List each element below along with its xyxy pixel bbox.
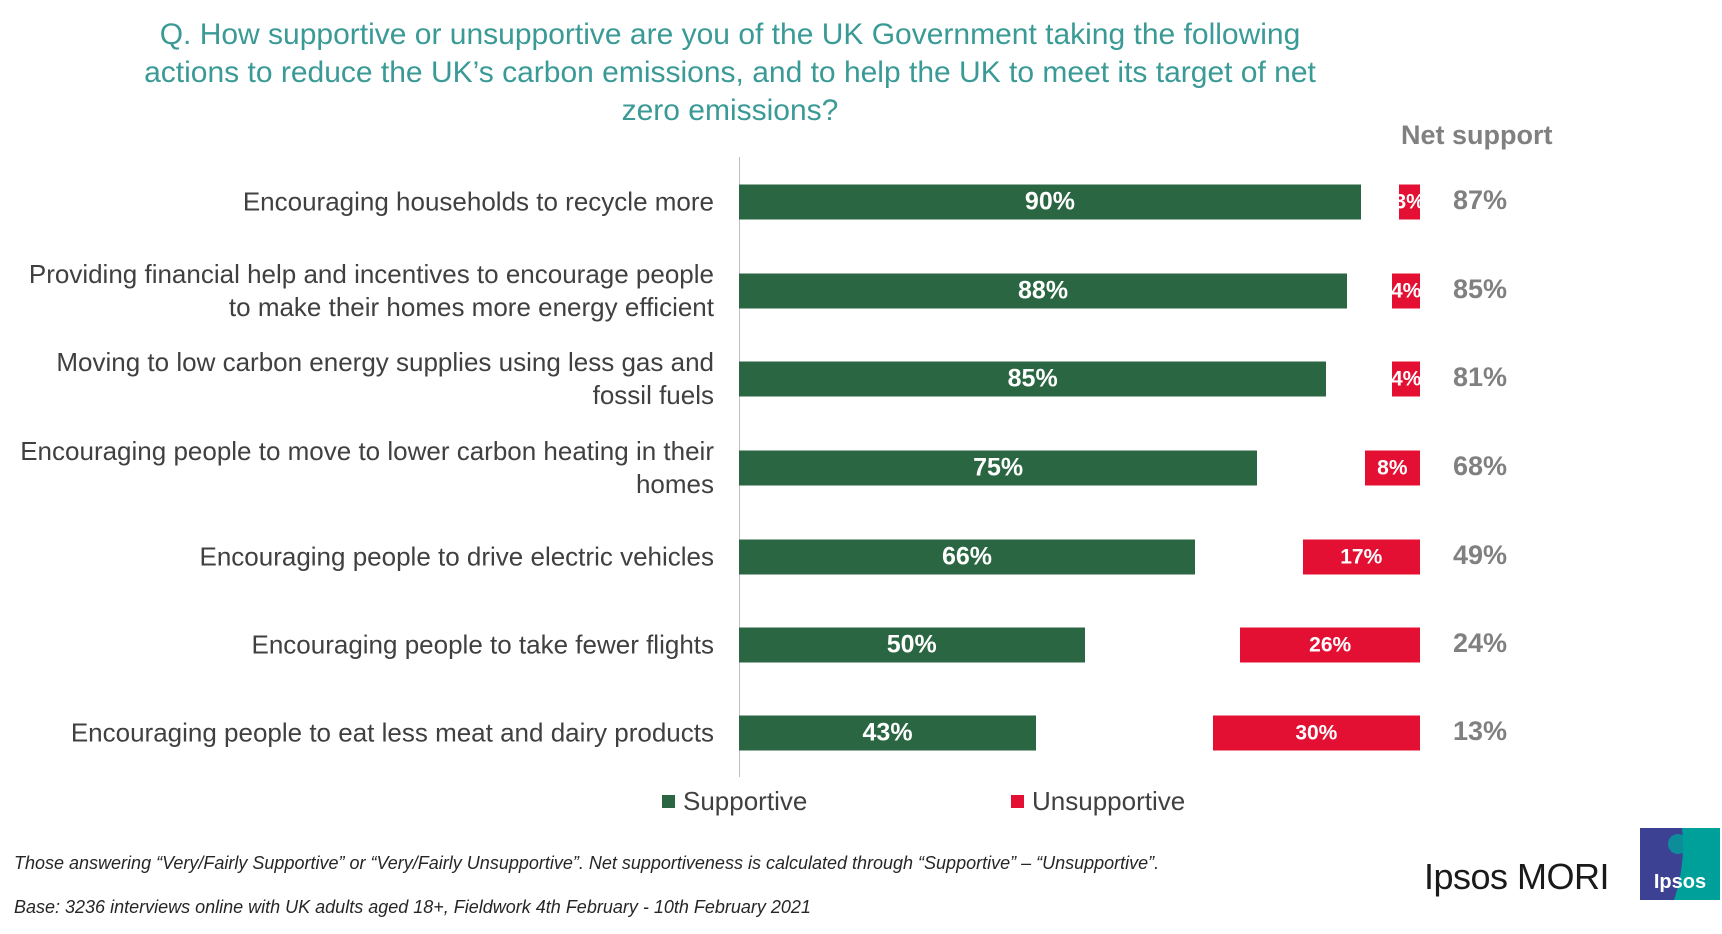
footnote-base: Base: 3236 interviews online with UK adu…: [14, 897, 811, 917]
data-label-supportive: 88%: [1018, 276, 1069, 305]
ipsos-logo: Ipsos: [1640, 828, 1720, 900]
data-label-unsupportive: 17%: [1340, 545, 1383, 568]
net-support-value: 49%: [1453, 539, 1508, 570]
data-label-supportive: 90%: [1024, 187, 1075, 216]
ipsos-mori-wordmark: Ipsos MORI: [1424, 856, 1610, 897]
category-label: Providing financial help and incentives …: [28, 259, 714, 322]
net-support-value: 24%: [1453, 627, 1508, 658]
legend-supportive: Supportive: [662, 786, 807, 817]
data-label-supportive: 50%: [886, 630, 937, 659]
bar-unsupportive: 17%: [1302, 539, 1420, 575]
data-label-unsupportive: 8%: [1377, 456, 1408, 479]
bar-supportive: 50%: [739, 627, 1085, 663]
category-label: Encouraging people to take fewer flights: [251, 629, 714, 660]
data-label-supportive: 85%: [1007, 364, 1058, 393]
data-label-supportive: 66%: [942, 542, 993, 571]
bar-unsupportive: 3%: [1399, 184, 1420, 220]
data-label-unsupportive: 4%: [1392, 367, 1420, 390]
net-support-value: 87%: [1453, 184, 1508, 215]
net-support-header: Net support: [1401, 120, 1553, 150]
category-label: Encouraging people to eat less meat and …: [70, 717, 714, 748]
category-label: Encouraging people to move to lower carb…: [20, 436, 714, 499]
bar-unsupportive: 26%: [1240, 627, 1420, 663]
bar-supportive: 85%: [739, 361, 1327, 397]
bar-unsupportive: 4%: [1392, 273, 1420, 309]
category-label: Encouraging households to recycle more: [242, 186, 714, 217]
net-support-value: 81%: [1453, 361, 1508, 392]
bar-unsupportive: 8%: [1364, 450, 1420, 486]
data-label-unsupportive: 30%: [1295, 721, 1338, 744]
footnote-definition: Those answering “Very/Fairly Supportive”…: [14, 853, 1160, 873]
bar-supportive: 75%: [739, 450, 1258, 486]
data-label-unsupportive: 26%: [1309, 633, 1352, 656]
legend-label: Supportive: [683, 786, 808, 816]
bar-supportive: 88%: [739, 273, 1348, 309]
svg-text:Ipsos: Ipsos: [1654, 871, 1706, 893]
bar-supportive: 90%: [739, 184, 1361, 220]
data-label-supportive: 43%: [862, 718, 913, 747]
net-support-value: 68%: [1453, 450, 1508, 481]
category-label: Moving to low carbon energy supplies usi…: [56, 347, 714, 410]
legend-swatch-supportive: [662, 795, 675, 808]
net-support-value: 85%: [1453, 273, 1508, 304]
data-label-supportive: 75%: [973, 453, 1024, 482]
net-support-value: 13%: [1453, 715, 1508, 746]
legend-label: Unsupportive: [1032, 786, 1186, 816]
bar-unsupportive: 30%: [1212, 715, 1420, 751]
bar-unsupportive: 4%: [1392, 361, 1420, 397]
data-label-unsupportive: 3%: [1399, 190, 1420, 213]
legend-unsupportive: Unsupportive: [1011, 786, 1185, 817]
data-label-unsupportive: 4%: [1392, 279, 1420, 302]
chart-title: Q. How supportive or unsupportive are yo…: [144, 18, 1316, 127]
bar-supportive: 43%: [739, 715, 1037, 751]
category-label: Encouraging people to drive electric veh…: [199, 541, 714, 572]
bar-supportive: 66%: [739, 539, 1196, 575]
legend-swatch-unsupportive: [1011, 795, 1024, 808]
